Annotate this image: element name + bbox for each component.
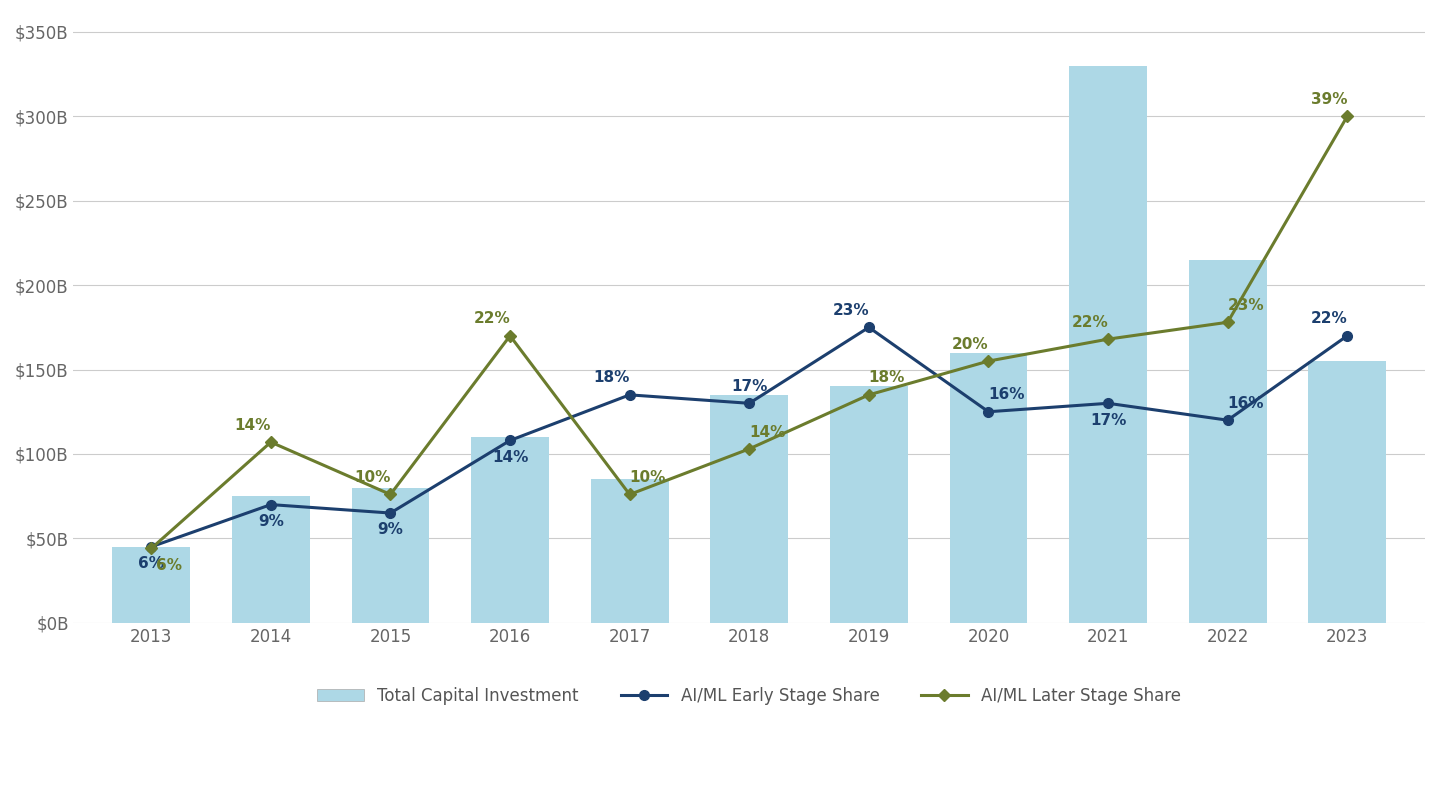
Text: 23%: 23% [832, 303, 870, 318]
Bar [1068, 66, 1146, 622]
Text: 22%: 22% [1310, 311, 1348, 326]
Bar [232, 496, 310, 622]
Text: 18%: 18% [868, 370, 904, 386]
Bar [1189, 260, 1267, 622]
Text: 39%: 39% [1310, 92, 1348, 107]
Text: 16%: 16% [988, 387, 1025, 402]
Text: 20%: 20% [952, 337, 989, 352]
Bar [829, 386, 907, 622]
Text: 17%: 17% [1090, 413, 1126, 428]
Text: 9%: 9% [258, 514, 284, 529]
Bar [351, 488, 429, 622]
Text: 23%: 23% [1227, 298, 1264, 313]
Text: 22%: 22% [474, 311, 510, 326]
Bar [710, 395, 788, 622]
Text: 18%: 18% [593, 370, 629, 386]
Bar [949, 353, 1027, 622]
Text: 9%: 9% [377, 522, 403, 538]
Bar [471, 437, 549, 622]
Text: 22%: 22% [1071, 314, 1109, 330]
Text: 6%: 6% [138, 556, 164, 571]
Text: 14%: 14% [492, 450, 528, 465]
Bar [1309, 361, 1387, 622]
Text: 6%: 6% [156, 558, 183, 573]
Text: 10%: 10% [354, 470, 390, 485]
Bar [112, 547, 190, 622]
Legend: Total Capital Investment, AI/ML Early Stage Share, AI/ML Later Stage Share: Total Capital Investment, AI/ML Early St… [311, 680, 1188, 712]
Bar [590, 479, 668, 622]
Text: 10%: 10% [629, 470, 665, 485]
Text: 16%: 16% [1227, 396, 1264, 410]
Text: 14%: 14% [235, 418, 271, 433]
Text: 14%: 14% [749, 425, 785, 439]
Text: 17%: 17% [732, 379, 768, 394]
